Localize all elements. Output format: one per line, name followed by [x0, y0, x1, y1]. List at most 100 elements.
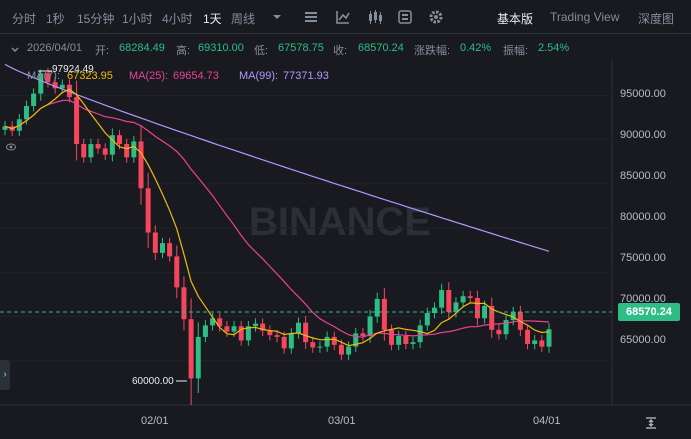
candle-body[interactable] — [260, 323, 266, 331]
candle-body[interactable] — [417, 325, 423, 343]
candlestick-series — [2, 67, 552, 405]
candle-body[interactable] — [38, 73, 44, 94]
candle-body[interactable] — [253, 323, 259, 327]
candle-body[interactable] — [102, 148, 108, 155]
candle-body[interactable] — [174, 256, 180, 288]
candle-body[interactable] — [131, 141, 137, 158]
candle-body[interactable] — [331, 336, 337, 345]
candle-body[interactable] — [281, 336, 287, 349]
candle-body[interactable] — [460, 296, 466, 303]
candle-body[interactable] — [317, 346, 323, 348]
candle-body[interactable] — [2, 126, 8, 130]
candle-body[interactable] — [474, 297, 480, 319]
fit-screen-icon[interactable] — [644, 416, 658, 430]
interval-more-dropdown[interactable]: 周线 — [231, 12, 256, 26]
candle-body[interactable] — [245, 326, 251, 341]
candle-body[interactable] — [109, 135, 115, 155]
candle-body[interactable] — [374, 298, 380, 317]
candle-body[interactable] — [310, 342, 316, 348]
candle-body[interactable] — [338, 344, 344, 355]
candle-body[interactable] — [224, 326, 230, 332]
candle-body[interactable] — [66, 84, 72, 98]
candle-body[interactable] — [195, 336, 201, 379]
candle-body[interactable] — [410, 342, 416, 344]
view-tab-tradingview[interactable]: Trading View — [550, 10, 620, 24]
interval-tab-1h[interactable]: 1小时 — [122, 12, 153, 26]
candle-body[interactable] — [324, 336, 330, 347]
candle-body[interactable] — [210, 318, 216, 326]
candle-body[interactable] — [81, 144, 87, 158]
candle-body[interactable] — [303, 322, 309, 343]
candle-body[interactable] — [510, 312, 516, 321]
candle-body[interactable] — [267, 330, 273, 336]
candle-body[interactable] — [124, 144, 130, 158]
candle-body[interactable] — [23, 106, 29, 120]
candle-body[interactable] — [446, 290, 452, 313]
candle-body[interactable] — [389, 329, 395, 345]
candle-body[interactable] — [489, 305, 495, 330]
candle-body[interactable] — [138, 141, 144, 189]
candle-body[interactable] — [31, 93, 37, 106]
candle-body[interactable] — [202, 325, 208, 337]
candle-body[interactable] — [381, 298, 387, 330]
candle-body[interactable] — [532, 340, 538, 344]
candle-body[interactable] — [117, 135, 123, 145]
candle-body[interactable] — [95, 144, 101, 149]
candle-body[interactable] — [74, 97, 80, 145]
candle-body[interactable] — [525, 329, 531, 344]
candle-body[interactable] — [45, 73, 51, 83]
candle-body[interactable] — [496, 329, 502, 335]
expand-panel-button[interactable]: › — [0, 360, 10, 390]
candle-body[interactable] — [88, 144, 94, 158]
indicator-settings-icon[interactable] — [302, 8, 320, 26]
candle-body[interactable] — [274, 335, 280, 337]
candle-body[interactable] — [467, 296, 473, 298]
candle-body[interactable] — [59, 84, 65, 89]
candle-body[interactable] — [295, 322, 301, 334]
candle-body[interactable] — [431, 307, 437, 313]
candle-body[interactable] — [231, 326, 237, 332]
interval-tab-1d[interactable]: 1天 — [203, 12, 222, 26]
candle-type-icon[interactable] — [366, 8, 384, 26]
candle-body[interactable] — [367, 316, 373, 336]
toolbar: 分时 1秒 15分钟 1小时 4小时 1天 周线 基本版 Trading Vie… — [0, 0, 691, 34]
drawing-tool-icon[interactable] — [334, 8, 352, 26]
eye-icon[interactable] — [6, 142, 16, 152]
candle-body[interactable] — [396, 336, 402, 345]
y-tick-95000: 95000.00 — [620, 88, 666, 100]
interval-tab-1s[interactable]: 1秒 — [46, 12, 65, 26]
candle-body[interactable] — [503, 320, 509, 335]
candle-body[interactable] — [424, 313, 430, 326]
collapse-chevron-icon[interactable] — [10, 44, 20, 54]
candle-body[interactable] — [188, 319, 194, 379]
candle-body[interactable] — [360, 333, 366, 336]
candle-body[interactable] — [145, 188, 151, 233]
candle-body[interactable] — [353, 333, 359, 347]
interval-tab-15m[interactable]: 15分钟 — [77, 12, 115, 26]
dropdown-icon[interactable] — [268, 8, 286, 26]
interval-tab-4h[interactable]: 4小时 — [162, 12, 193, 26]
template-icon[interactable] — [396, 8, 414, 26]
candle-body[interactable] — [167, 243, 173, 257]
candle-body[interactable] — [159, 243, 165, 253]
gear-icon[interactable] — [427, 8, 445, 26]
candle-body[interactable] — [288, 333, 294, 349]
candle-body[interactable] — [439, 290, 445, 308]
ma99-label: MA(99): — [239, 70, 279, 82]
candle-body[interactable] — [52, 82, 58, 89]
amplitude-label: 振幅: — [503, 45, 529, 57]
candle-body[interactable] — [539, 340, 545, 347]
candle-body[interactable] — [453, 302, 459, 313]
view-tab-basic[interactable]: 基本版 — [497, 12, 534, 26]
candle-body[interactable] — [546, 329, 552, 347]
candle-body[interactable] — [181, 287, 187, 320]
candle-body[interactable] — [346, 346, 352, 355]
ma7-line — [4, 88, 550, 347]
view-tab-depth[interactable]: 深度图 — [638, 12, 675, 26]
candle-body[interactable] — [238, 326, 244, 341]
candle-body[interactable] — [152, 232, 158, 253]
candle-body[interactable] — [217, 318, 223, 327]
interval-tab-timeline[interactable]: 分时 — [12, 12, 37, 26]
candle-body[interactable] — [403, 336, 409, 344]
